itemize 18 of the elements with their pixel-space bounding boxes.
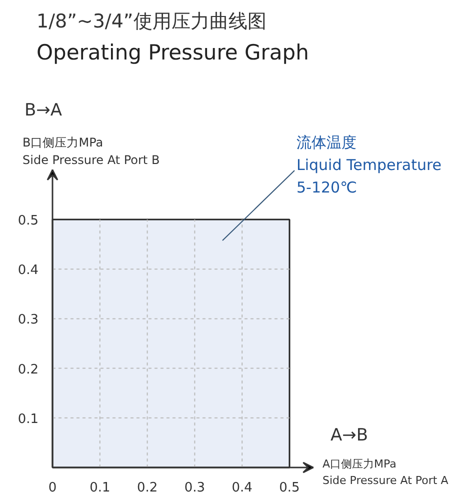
y-axis-title: B口侧压力MPa Side Pressure At Port B bbox=[22, 136, 160, 167]
x-axis-title: A口侧压力MPa Side Pressure At Port A bbox=[322, 458, 449, 487]
x-tick-label: 0.1 bbox=[90, 480, 110, 496]
text: B→A bbox=[24, 100, 62, 120]
x-tick-label: 0.5 bbox=[279, 480, 300, 496]
y-tick-label: 0.4 bbox=[18, 263, 39, 278]
x-tick-label: 0.4 bbox=[232, 480, 252, 496]
y-tick-label: 0.5 bbox=[18, 214, 39, 228]
y-tick-label: 0.1 bbox=[18, 412, 39, 427]
chart-title: 1/8”~3/4”使用压力曲线图 bbox=[36, 10, 266, 32]
x-tick-label: 0 bbox=[48, 480, 57, 496]
x-tick-label: 0.2 bbox=[136, 480, 158, 496]
text: A→B bbox=[330, 426, 368, 446]
annotation: 流体温度 Liquid Temperature 5-120℃ bbox=[296, 134, 442, 196]
y-tick-label: 0.2 bbox=[18, 362, 39, 378]
x-tick-label: 0.3 bbox=[184, 480, 206, 496]
y-tick-label: 0.3 bbox=[18, 312, 39, 328]
chart-subtitle: Operating Pressure Graph bbox=[36, 40, 309, 64]
